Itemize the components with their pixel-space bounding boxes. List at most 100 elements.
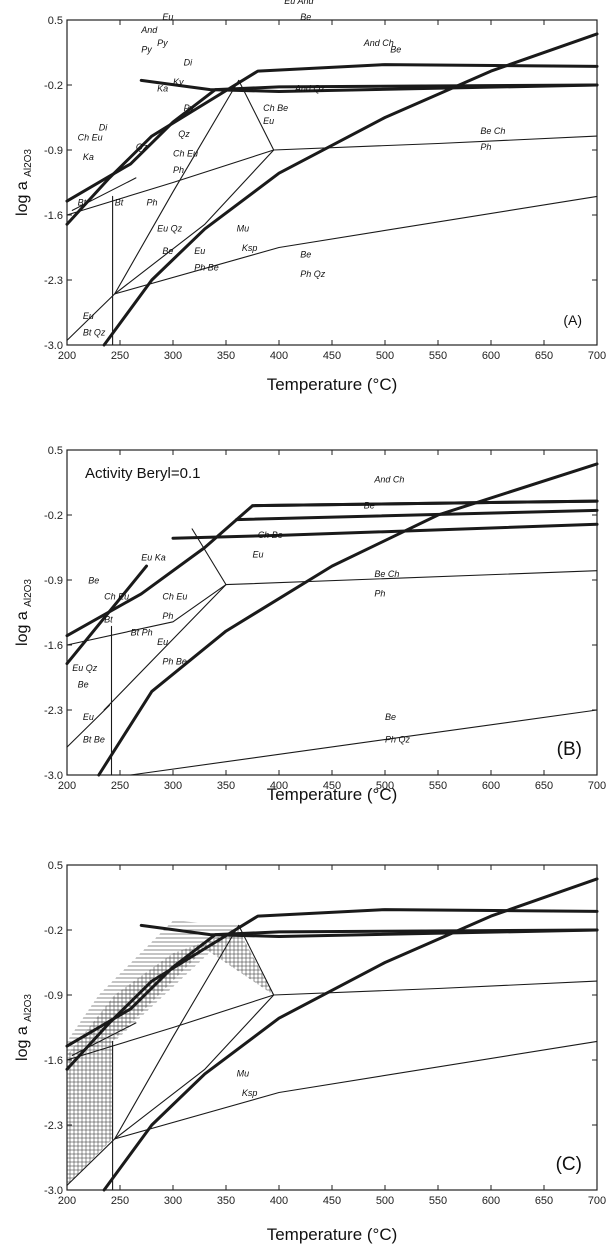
y-tick-label: -0.2: [44, 510, 63, 522]
series-line-2: [65, 83, 599, 203]
field-label: Bt: [104, 614, 113, 624]
field-label: Ka: [157, 84, 168, 94]
field-label: Eu: [263, 116, 274, 126]
panel-label: (B): [557, 739, 582, 760]
series-line-6: [65, 564, 148, 666]
field-label: Ph Qz: [300, 269, 326, 279]
field-label: Ph: [480, 142, 491, 152]
field-label: Eu Ka: [141, 553, 166, 563]
x-tick-label: 300: [164, 780, 182, 792]
x-tick-label: 550: [429, 780, 447, 792]
x-tick-label: 250: [111, 350, 129, 362]
series-line-8: [191, 528, 227, 586]
field-label: Eu And: [284, 0, 314, 6]
x-tick-label: 350: [217, 350, 235, 362]
series-line-9: [238, 924, 275, 996]
field-label: Ch Eu: [78, 132, 103, 142]
field-label: Bt Ph: [131, 627, 153, 637]
x-tick-label: 450: [323, 780, 341, 792]
field-label: Qz: [136, 142, 148, 152]
field-label: Eu: [83, 311, 94, 321]
field-label: Eu: [194, 246, 205, 256]
field-label: And: [140, 25, 158, 35]
field-label: Ky: [173, 77, 184, 87]
field-label: Bt Be: [83, 735, 105, 745]
y-tick-label: -0.9: [44, 145, 63, 157]
field-label: Be: [78, 679, 89, 689]
field-label: Ph: [147, 197, 158, 207]
x-tick-label: 400: [270, 350, 288, 362]
x-tick-label: 450: [323, 1195, 341, 1207]
field-label: Ph Be: [162, 657, 187, 667]
y-tick-label: -3.0: [44, 340, 63, 352]
y-tick-label: -1.6: [44, 640, 63, 652]
field-label: Ch Be: [258, 530, 283, 540]
field-label: And Ch: [373, 475, 404, 485]
field-label: Bt Qz: [83, 327, 106, 337]
field-label: Eu: [253, 549, 264, 559]
series-line-3: [102, 32, 599, 347]
x-tick-label: 650: [535, 350, 553, 362]
series-line-8: [114, 79, 240, 295]
y-tick-label: -0.2: [44, 925, 63, 937]
field-label: Be: [364, 501, 375, 511]
x-tick-label: 350: [217, 1195, 235, 1207]
field-label: Ch Be: [263, 103, 288, 113]
field-label: And Ch: [363, 38, 394, 48]
y-axis-label: log a Al2O3: [14, 579, 34, 646]
plot-frame: [66, 449, 598, 776]
field-label: Be Ch: [374, 569, 399, 579]
y-tick-label: -0.2: [44, 80, 63, 92]
y-tick-label: -1.6: [44, 1055, 63, 1067]
field-label: Ph: [374, 588, 385, 598]
x-tick-label: 300: [164, 1195, 182, 1207]
y-tick-label: 0.5: [48, 860, 63, 872]
series-line-8: [114, 924, 240, 1140]
series-line-4: [171, 522, 599, 540]
field-label: Eu: [83, 712, 94, 722]
field-label: Bt: [78, 197, 87, 207]
chart-panel-2: 200 250 300 350 400 450 500 550 600 650 700 0.5 -0.2…: [14, 445, 606, 804]
field-label: Di: [184, 58, 193, 68]
series-line-6: [114, 195, 598, 295]
x-axis-label: Temperature (°C): [267, 1225, 398, 1244]
series-line-2: [65, 928, 599, 1048]
field-label: Ka: [83, 152, 94, 162]
field-label: Ksp: [242, 243, 258, 253]
x-tick-label: 300: [164, 350, 182, 362]
series-line-9: [238, 79, 275, 151]
y-tick-label: -0.9: [44, 990, 63, 1002]
series-line-7: [114, 994, 275, 1140]
field-label: Ph Be: [194, 262, 219, 272]
x-tick-label: 550: [429, 350, 447, 362]
x-tick-label: 400: [270, 780, 288, 792]
field-label: Eu Qz: [157, 223, 183, 233]
y-tick-label: -2.3: [44, 705, 63, 717]
field-label: And Qz: [294, 84, 326, 94]
field-label: Ch Eu: [173, 149, 198, 159]
field-label: Be: [300, 12, 311, 22]
field-label: Py: [184, 103, 195, 113]
series-line-4: [139, 923, 599, 938]
x-tick-label: 250: [111, 1195, 129, 1207]
y-tick-label: -0.9: [44, 575, 63, 587]
y-tick-label: -1.6: [44, 210, 63, 222]
x-tick-label: 650: [535, 1195, 553, 1207]
field-label: Be Ch: [480, 126, 505, 136]
x-tick-label: 500: [376, 350, 394, 362]
series-line-3: [102, 877, 599, 1192]
panel-label: (A): [563, 312, 582, 328]
series-line-10: [66, 704, 110, 748]
x-tick-label: 200: [58, 350, 76, 362]
field-label: Py: [141, 45, 152, 55]
x-tick-label: 500: [376, 780, 394, 792]
y-axis-label: log a Al2O3: [14, 149, 34, 216]
series-line-12: [71, 1022, 137, 1056]
field-label: Ph Qz: [385, 735, 411, 745]
series-line-7: [114, 149, 275, 295]
field-label: Qz: [178, 129, 190, 139]
field-label: Eu Qz: [72, 663, 98, 673]
x-tick-label: 200: [58, 780, 76, 792]
x-tick-label: 600: [482, 1195, 500, 1207]
series-line-10: [66, 1138, 116, 1186]
